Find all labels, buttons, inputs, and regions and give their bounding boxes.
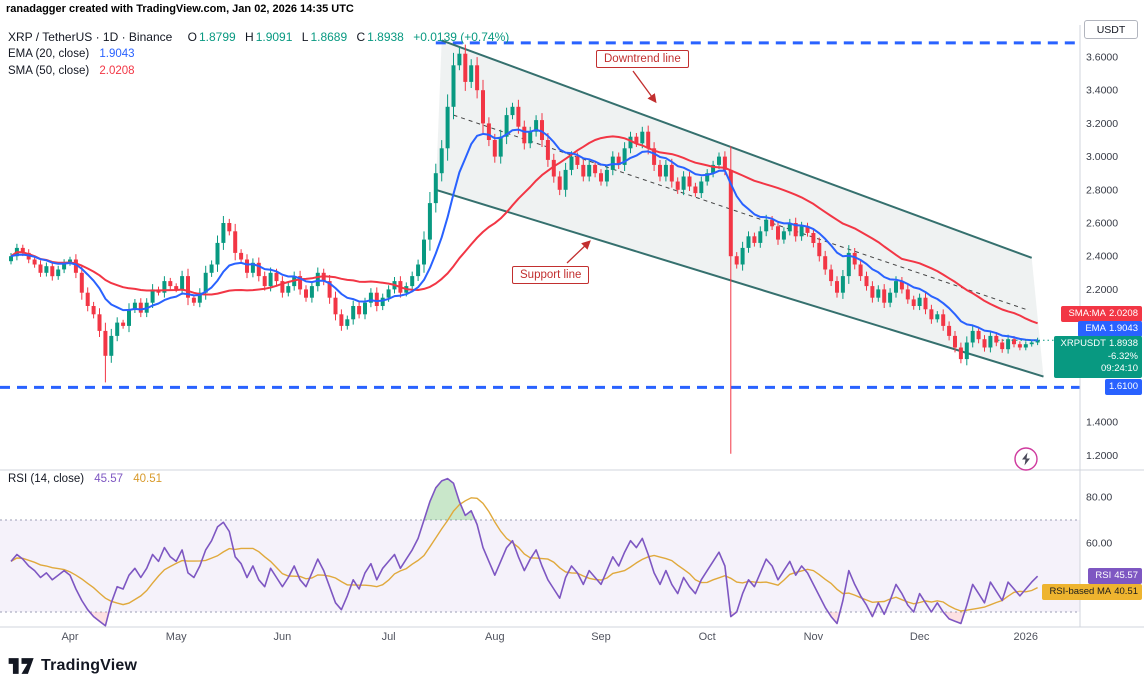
svg-text:3.4000: 3.4000	[1086, 85, 1118, 97]
svg-text:May: May	[166, 631, 187, 643]
svg-text:2026: 2026	[1014, 631, 1038, 643]
ema-price-tag: EMA 1.9043	[1078, 321, 1142, 337]
channel-fill	[435, 40, 1044, 377]
rsi-axis-tag: RSI 45.57	[1088, 568, 1142, 584]
sma-line	[10, 135, 1038, 325]
sma-value: 2.0208	[99, 65, 135, 77]
main-chart-canvas[interactable]: 3.6000 3.4000 3.2000 3.0000 2.8000 2.6000 2.40…	[0, 0, 1144, 650]
rsi-tag-label: RSI	[1095, 570, 1112, 581]
svg-text:1.2000: 1.2000	[1086, 450, 1118, 462]
rsi-ma-line	[10, 497, 1038, 612]
ema-legend-row[interactable]: EMA (20, close) 1.9043	[8, 47, 509, 62]
svg-text:Dec: Dec	[910, 631, 930, 643]
support-line-label[interactable]: Support line	[512, 266, 590, 284]
ticker-name: XRPUSDT	[1060, 338, 1106, 349]
candle-bodies	[9, 53, 1040, 360]
close-label: C	[356, 30, 366, 44]
svg-text:Sep: Sep	[591, 631, 611, 643]
svg-text:Jul: Jul	[382, 631, 396, 643]
attribution-text: ranadagger created with TradingView.com,…	[6, 3, 354, 15]
last-price-tag: XRPUSDT 1.8938 -6.32% 09:24:10	[1053, 336, 1142, 378]
low-label: L	[301, 30, 309, 44]
ema-label: EMA (20, close)	[8, 48, 90, 60]
channel-lower-line	[435, 188, 1044, 378]
open-label: O	[187, 30, 197, 44]
svg-text:Jun: Jun	[274, 631, 292, 643]
svg-text:2.2000: 2.2000	[1086, 284, 1118, 296]
rsi-value: 45.57	[94, 473, 124, 485]
svg-text:Aug: Aug	[485, 631, 505, 643]
high-value: 1.9091	[255, 30, 293, 44]
svg-text:2.6000: 2.6000	[1086, 218, 1118, 230]
svg-text:3.6000: 3.6000	[1086, 52, 1118, 64]
tradingview-logo[interactable]: TradingView	[8, 656, 137, 676]
ticker-price: 1.8938	[1108, 338, 1138, 349]
rsi-ma-axis-tag: RSI-based MA 40.51	[1042, 584, 1142, 600]
svg-text:60.00: 60.00	[1086, 538, 1112, 550]
downtrend-line-label[interactable]: Downtrend line	[596, 50, 689, 68]
tradingview-mark-icon	[8, 658, 34, 674]
sma-price-tag: SMA:MA 2.0208	[1061, 306, 1142, 322]
ticker-change: -6.32%	[1107, 350, 1138, 362]
flash-icon[interactable]	[1014, 447, 1038, 471]
rsi-label: RSI (14, close)	[8, 473, 85, 485]
sma-legend-row[interactable]: SMA (50, close) 2.0208	[8, 64, 509, 79]
ema-line	[10, 128, 1038, 342]
support-arrow	[566, 240, 591, 264]
low-value: 1.8689	[310, 30, 348, 44]
svg-text:80.00: 80.00	[1086, 492, 1112, 504]
sma-label: SMA (50, close)	[8, 65, 90, 77]
rsi-ma-tag-value: 40.51	[1114, 586, 1138, 597]
svg-text:Apr: Apr	[61, 631, 78, 643]
ema-tag-label: EMA	[1085, 323, 1106, 334]
open-value: 1.8799	[198, 30, 236, 44]
candle-countdown: 09:24:10	[1101, 363, 1138, 374]
close-value: 1.8938	[367, 30, 404, 44]
channel-upper-line	[441, 39, 1033, 259]
svg-text:1.4000: 1.4000	[1086, 417, 1118, 429]
svg-text:Nov: Nov	[804, 631, 824, 643]
rsi-band-fill	[0, 520, 1080, 612]
change-value: +0.0139 (+0.74%)	[413, 30, 510, 44]
svg-text:3.2000: 3.2000	[1086, 118, 1118, 130]
sma-tag-label: SMA:MA	[1068, 308, 1106, 319]
support-level-tag: 1.6100	[1104, 379, 1142, 395]
rsi-tag-value: 45.57	[1114, 570, 1138, 581]
rsi-legend-row[interactable]: RSI (14, close) 45.57 40.51	[8, 473, 162, 485]
svg-text:3.0000: 3.0000	[1086, 151, 1118, 163]
rsi-line	[10, 477, 1039, 627]
ema-value: 1.9043	[99, 48, 135, 60]
svg-text:2.4000: 2.4000	[1086, 251, 1118, 263]
price-axis-currency[interactable]: USDT	[1084, 20, 1138, 39]
ema-tag-value: 1.9043	[1108, 323, 1138, 334]
rsi-ma-tag-label: RSI-based MA	[1049, 586, 1112, 597]
downtrend-arrow	[632, 70, 657, 104]
svg-text:2.8000: 2.8000	[1086, 184, 1118, 196]
brand-name: TradingView	[41, 657, 138, 674]
sma-tag-value: 2.0208	[1108, 308, 1138, 319]
rsi-ma-value: 40.51	[133, 473, 163, 485]
high-label: H	[245, 30, 254, 44]
symbol-title: XRP / TetherUS · 1D · Binance	[8, 30, 173, 44]
svg-text:Oct: Oct	[699, 631, 716, 643]
